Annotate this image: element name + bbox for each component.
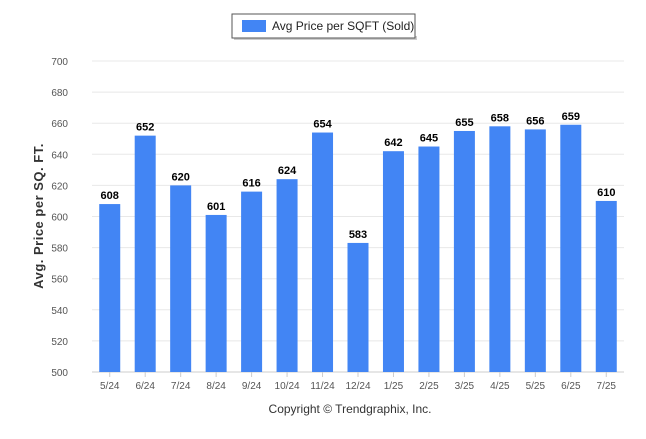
bar: [382, 151, 404, 372]
legend: Avg Price per SQFT (Sold): [231, 13, 417, 40]
data-label: 656: [526, 115, 544, 127]
copyright-text: Copyright © Trendgraphix, Inc.: [269, 402, 432, 416]
y-axis-title: Avg. Price per SQ. FT.: [31, 143, 46, 289]
bar: [560, 124, 582, 372]
data-label: 659: [562, 111, 580, 123]
legend-label: Avg Price per SQFT (Sold): [272, 19, 414, 33]
data-label: 583: [349, 229, 367, 241]
data-labels: 608 652 620 601 616 624 654 583 642 645 655 658 656 6…: [101, 111, 616, 241]
bar: [524, 129, 546, 372]
bar: [205, 214, 227, 372]
data-label: 645: [420, 133, 438, 145]
y-tick-label: 540: [51, 306, 68, 317]
legend-swatch: [242, 20, 266, 32]
bar: [453, 130, 475, 372]
data-label: 616: [242, 178, 260, 190]
y-tick-label: 660: [51, 119, 68, 130]
x-tick-label: 9/24: [242, 381, 262, 392]
data-label: 601: [207, 201, 225, 213]
x-tick-label: 7/25: [597, 381, 617, 392]
data-label: 624: [278, 165, 297, 177]
x-tick-label: 11/24: [310, 381, 335, 392]
x-axis: 5/24 6/24 7/24 8/24 9/24 10/24 11/24 12/24 1/25 2…: [100, 372, 616, 392]
x-tick-label: 5/25: [526, 381, 546, 392]
bar: [170, 185, 192, 372]
data-label: 610: [597, 187, 615, 199]
y-tick-label: 680: [51, 88, 68, 99]
data-label: 642: [384, 137, 402, 149]
x-tick-label: 4/25: [490, 381, 510, 392]
bar: [347, 242, 369, 372]
x-tick-label: 10/24: [275, 381, 300, 392]
data-label: 655: [455, 117, 473, 129]
x-tick-label: 1/25: [384, 381, 404, 392]
y-tick-label: 580: [51, 244, 68, 255]
data-label: 620: [171, 171, 189, 183]
x-tick-label: 6/25: [561, 381, 581, 392]
bar: [312, 132, 334, 372]
y-axis: 500 520 540 560 580 600 620 640 660 680 700: [51, 57, 68, 379]
bar: [99, 204, 121, 372]
bar: [241, 191, 263, 372]
x-tick-label: 5/24: [100, 381, 120, 392]
data-label: 608: [101, 190, 119, 202]
x-tick-label: 12/24: [345, 381, 370, 392]
bar: [595, 200, 617, 372]
y-tick-label: 560: [51, 275, 68, 286]
x-tick-label: 7/24: [171, 381, 191, 392]
data-label: 658: [491, 112, 509, 124]
y-tick-label: 500: [51, 368, 68, 379]
bar: [418, 146, 440, 372]
bar: [489, 126, 511, 372]
x-tick-label: 2/25: [419, 381, 439, 392]
data-label: 652: [136, 122, 154, 134]
bar: [276, 179, 298, 372]
y-tick-label: 700: [51, 57, 68, 68]
x-tick-label: 6/24: [135, 381, 155, 392]
bars: [99, 124, 617, 372]
y-tick-label: 520: [51, 337, 68, 348]
y-tick-label: 620: [51, 181, 68, 192]
y-tick-label: 640: [51, 150, 68, 161]
x-tick-label: 8/24: [206, 381, 226, 392]
bar: [134, 135, 156, 372]
x-tick-label: 3/25: [455, 381, 475, 392]
y-tick-label: 600: [51, 213, 68, 224]
data-label: 654: [313, 119, 332, 131]
